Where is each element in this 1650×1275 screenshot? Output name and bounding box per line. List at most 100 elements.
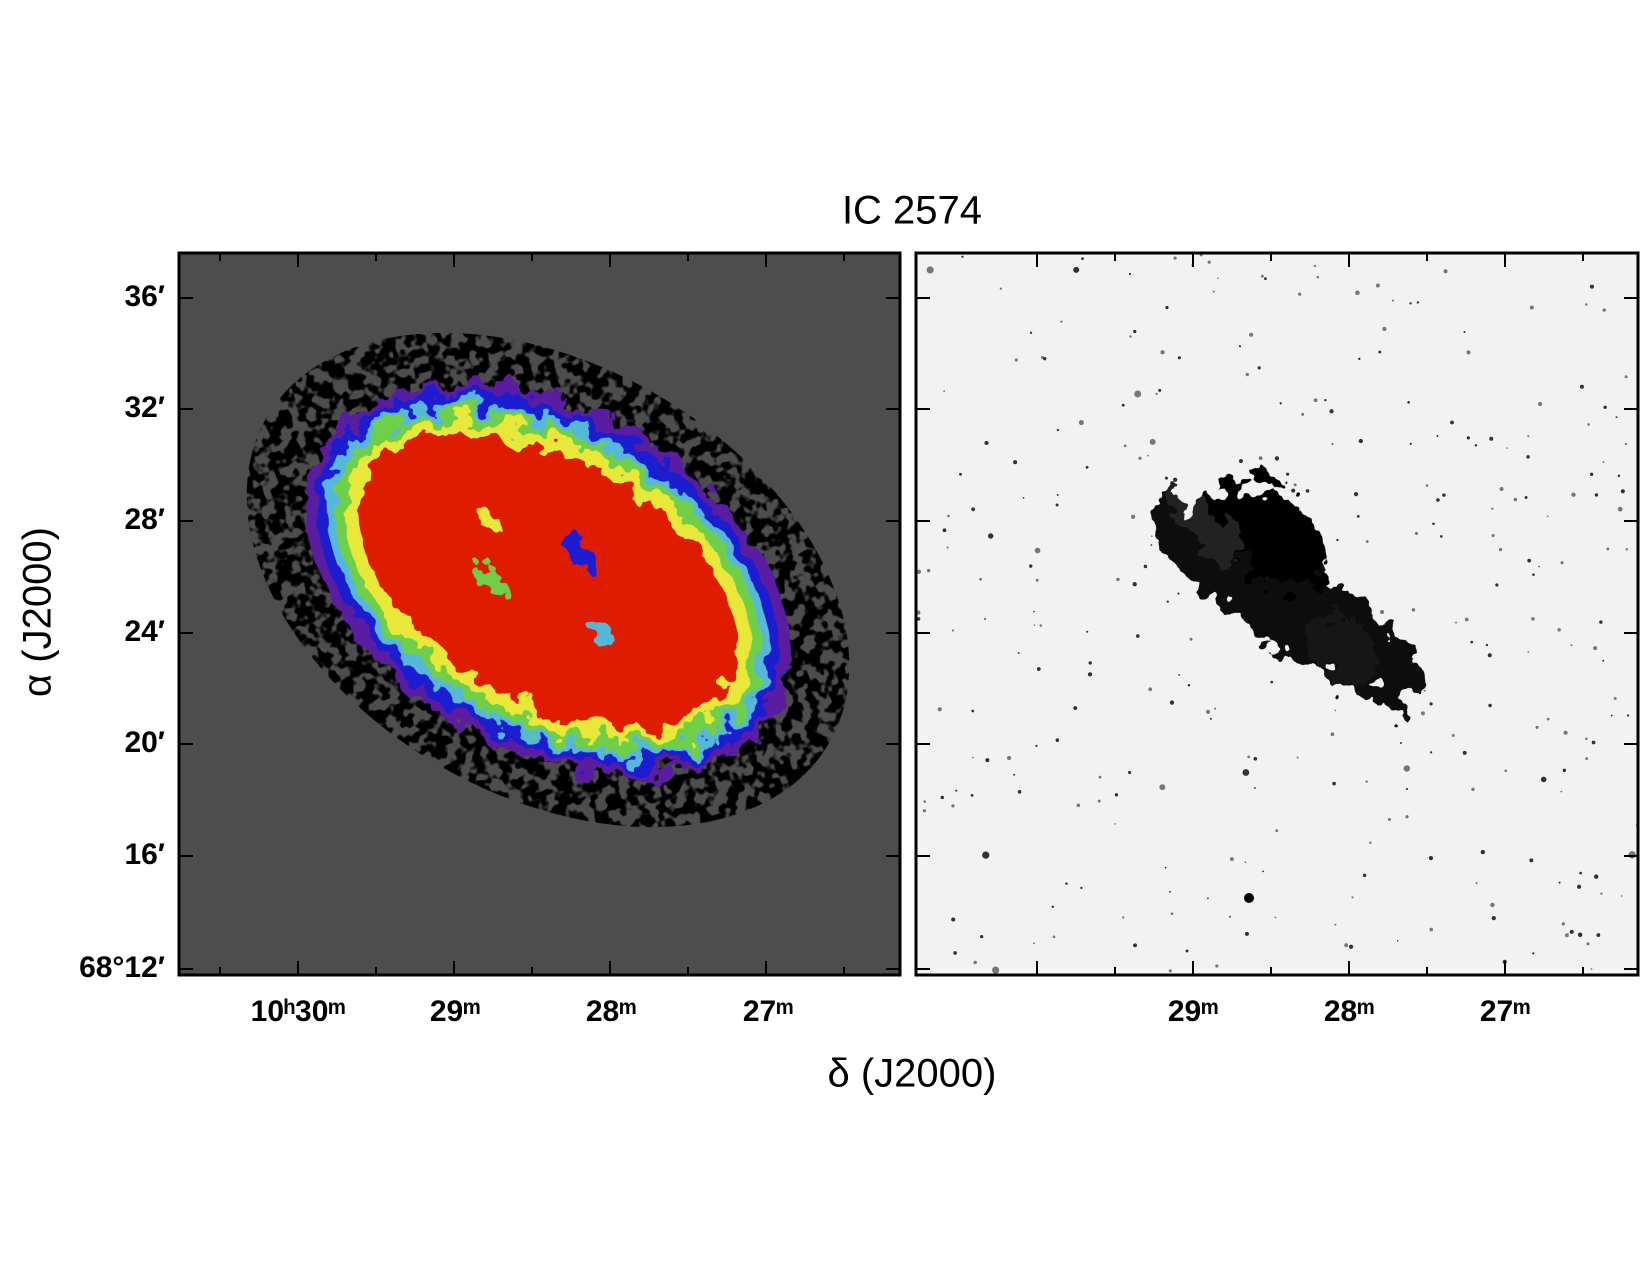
star [1017,652,1020,654]
star [943,390,946,393]
star [1098,775,1102,779]
star [1558,881,1561,884]
star [1177,592,1180,595]
star [1527,651,1530,653]
star [1134,390,1142,398]
star [1356,514,1360,518]
star [1172,477,1178,482]
star [1073,706,1078,711]
star [1247,755,1251,759]
star [1531,617,1535,621]
star [1164,866,1167,869]
star [1620,489,1625,494]
star [1274,916,1277,919]
star [1462,750,1467,755]
star [1080,886,1083,890]
star [1169,700,1175,705]
star [1006,755,1012,761]
star [1136,634,1140,638]
star [1487,653,1492,658]
star [1147,454,1150,457]
star [1056,428,1060,432]
star [1480,849,1486,855]
star [1065,882,1068,885]
star [1617,474,1621,478]
star [1173,256,1177,260]
star [1244,931,1249,936]
star [1464,617,1469,622]
star [1207,897,1209,900]
star [1529,858,1534,863]
star [1557,628,1561,632]
star [1428,856,1434,861]
star [1602,460,1605,464]
star [1207,260,1211,264]
star [1249,332,1254,337]
star [926,266,934,274]
star [1403,765,1411,772]
x-tick-label: 10ʰ30ᵐ [251,995,346,1028]
star [1625,548,1628,551]
star [1133,943,1138,948]
star [1260,274,1264,278]
star [1022,497,1025,499]
star [1043,357,1047,361]
star [1620,895,1623,897]
star [1257,366,1261,370]
star [1033,624,1036,626]
star [1332,781,1336,786]
star [1298,292,1302,296]
star [1532,573,1535,576]
star [1602,659,1605,662]
star [1585,757,1589,761]
star [1128,770,1132,775]
star [1033,610,1035,613]
star [979,577,982,581]
star [983,617,987,621]
star [984,440,989,446]
star [1313,398,1318,403]
star [1129,335,1132,338]
star [1035,578,1039,582]
star [1296,756,1299,759]
star [1485,643,1489,647]
star [1432,522,1435,526]
star [1603,405,1607,410]
star [1133,329,1137,334]
star [1532,952,1535,955]
star [1365,540,1369,543]
star [940,795,944,800]
star [1416,301,1420,304]
star [1615,416,1618,419]
star [1056,493,1059,496]
star [985,758,990,763]
star [1215,964,1219,968]
star [1305,489,1310,493]
star [1378,350,1382,354]
star [1316,275,1320,279]
star [1409,302,1412,305]
star [1358,357,1361,361]
star [1529,305,1534,310]
star [953,951,957,955]
star [1391,299,1395,302]
star [1362,873,1367,878]
star [1537,401,1543,407]
star [1121,403,1125,407]
star [955,789,958,792]
star [1475,882,1478,885]
star [1569,929,1574,934]
star [1563,730,1568,735]
star [1579,384,1584,389]
star [1491,507,1494,510]
star [1590,968,1593,970]
star [1270,680,1274,684]
star [1185,949,1189,953]
star [1331,443,1334,445]
star [1365,780,1368,783]
star [1051,905,1055,908]
star [1524,496,1528,499]
x-tick-label: 28ᵐ [1324,995,1374,1028]
star [1334,709,1337,712]
star [922,809,927,813]
